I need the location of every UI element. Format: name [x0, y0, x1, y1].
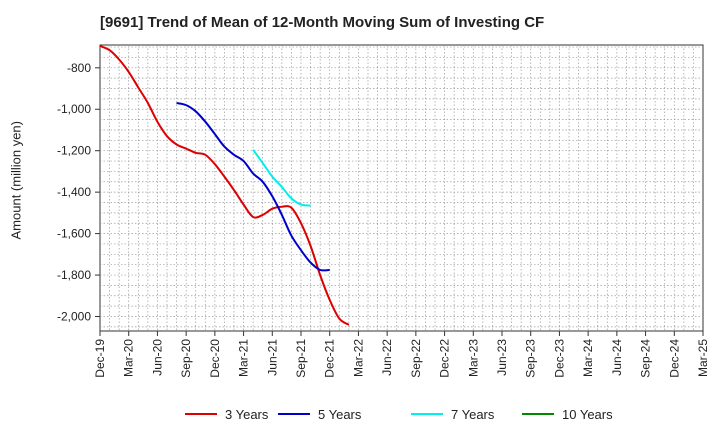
legend: 3 Years 5 Years 7 Years 10 Years — [185, 407, 613, 422]
series-line-5-years — [176, 102, 330, 272]
x-tick-label: Sep-22 — [409, 339, 423, 378]
plot-area — [99, 44, 704, 332]
x-tick-label: Mar-21 — [237, 339, 251, 377]
x-tick-label: Dec-21 — [323, 339, 337, 378]
legend-label-7-years: 7 Years — [451, 407, 495, 422]
x-tick-label: Mar-25 — [696, 339, 710, 377]
legend-label-3-years: 3 Years — [225, 407, 269, 422]
series-line-7-years — [252, 149, 311, 207]
x-tick-label: Mar-22 — [351, 339, 365, 377]
x-tick-label: Dec-19 — [93, 339, 107, 378]
legend-label-10-years: 10 Years — [562, 407, 613, 422]
series-line-3-years — [99, 45, 350, 326]
x-tick-label: Mar-24 — [581, 339, 595, 377]
y-tick-label: -2,000 — [57, 309, 91, 323]
x-tick-label: Jun-21 — [265, 339, 279, 376]
x-tick-label: Dec-24 — [667, 339, 681, 378]
legend-label-5-years: 5 Years — [318, 407, 362, 422]
x-tick-label: Jun-20 — [150, 339, 164, 376]
x-tick-label: Jun-24 — [610, 339, 624, 376]
x-tick-label: Dec-23 — [552, 339, 566, 378]
y-tick-label: -1,800 — [57, 268, 91, 282]
x-tick-label: Sep-24 — [639, 339, 653, 378]
y-tick-label: -1,600 — [57, 227, 91, 241]
series-lines — [99, 45, 350, 326]
x-tick-label: Sep-23 — [524, 339, 538, 378]
x-tick-label: Mar-20 — [122, 339, 136, 377]
y-tick-label: -1,000 — [57, 102, 91, 116]
x-tick-label: Dec-22 — [438, 339, 452, 378]
chart-title: [9691] Trend of Mean of 12-Month Moving … — [100, 14, 545, 31]
grid-lines — [100, 45, 703, 331]
x-tick-label: Sep-20 — [179, 339, 193, 378]
axes: -800 -1,000 -1,200 -1,400 -1,600 -1,800 -2,000… — [57, 61, 710, 378]
x-tick-label: Mar-23 — [466, 339, 480, 377]
x-tick-label: Sep-21 — [294, 339, 308, 378]
y-tick-label: -800 — [67, 61, 91, 75]
x-tick-label: Dec-20 — [208, 339, 222, 378]
y-tick-label: -1,400 — [57, 185, 91, 199]
y-tick-label: -1,200 — [57, 144, 91, 158]
x-tick-label: Jun-22 — [380, 339, 394, 376]
x-tick-label: Jun-23 — [495, 339, 509, 376]
